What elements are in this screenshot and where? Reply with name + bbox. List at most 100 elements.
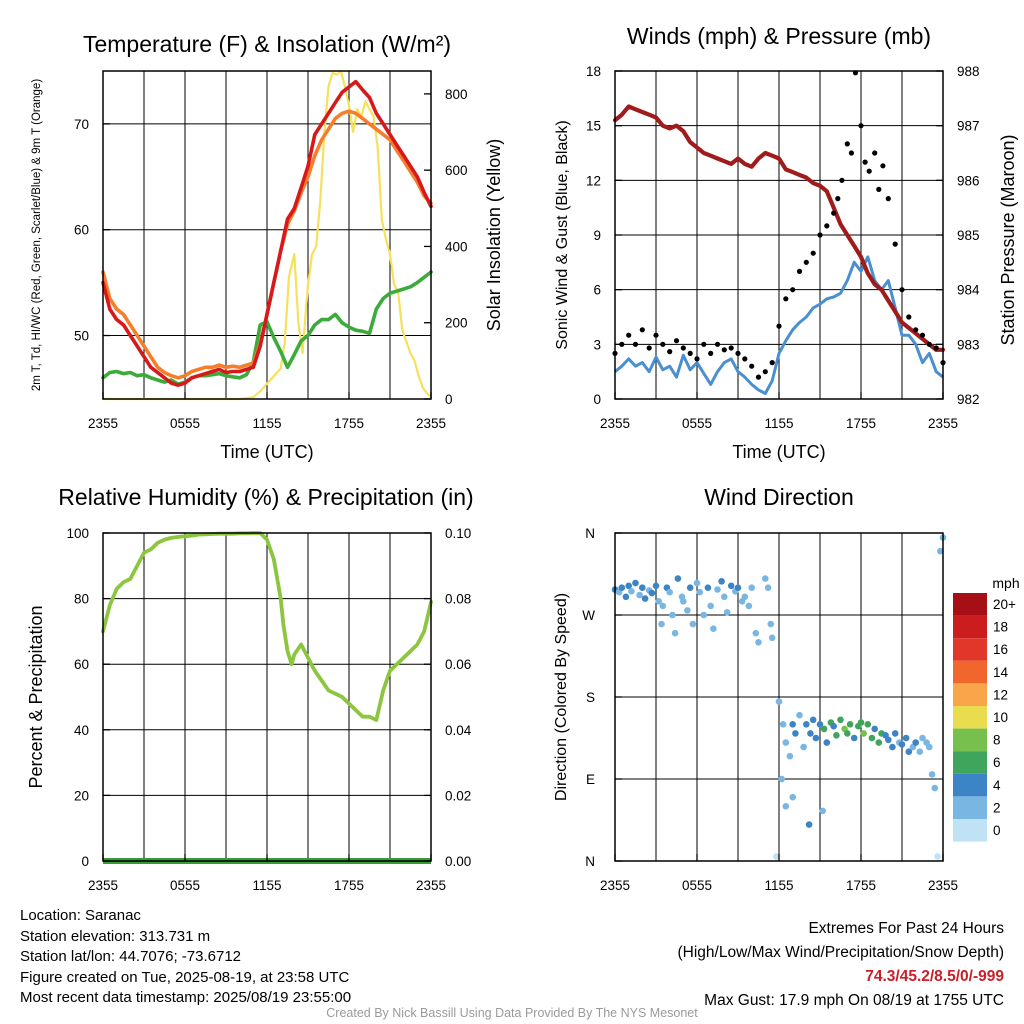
direction-point	[689, 620, 697, 628]
direction-point	[680, 598, 687, 605]
direction-point	[745, 602, 753, 610]
gust-point	[687, 350, 693, 356]
legend-swatch	[953, 638, 987, 661]
series-line-sonic-wind	[614, 255, 944, 395]
direction-point	[669, 611, 676, 619]
gust-point	[673, 338, 680, 344]
x-tick-label: 1155	[764, 416, 793, 431]
winds-panel: Winds (mph) & Pressure (mb) 2355 0555 1155…	[554, 23, 1018, 462]
direction-point	[686, 584, 694, 591]
pressure-ylabel: Station Pressure (Maroon)	[998, 134, 1018, 345]
x-tick-label: 2355	[416, 416, 446, 431]
direction-point	[812, 734, 820, 742]
y2-tick-label: 0.08	[445, 592, 471, 607]
temperature-ticks: 2355 0555 1155 1755 2355 50 60 70 0 200 400 600 800	[74, 87, 468, 431]
direction-point	[632, 579, 639, 587]
humidity-ylabel: Percent & Precipitation	[26, 605, 46, 788]
gust-point	[839, 177, 845, 183]
y2-tick-label: 984	[957, 283, 980, 298]
winds-ylabel: Sonic Wind & Gust (Blue, Black)	[554, 120, 571, 349]
gust-point	[848, 150, 855, 156]
direction-point	[864, 721, 872, 728]
y-tick-label: 0	[593, 392, 601, 407]
direction-point	[778, 775, 785, 783]
direction-point	[773, 853, 780, 860]
legend-label: 4	[993, 778, 1001, 793]
direction-point	[796, 711, 803, 719]
direction-panel: Wind Direction 2355 0555 1155 1755 2355 N E S W N…	[553, 484, 1020, 893]
gust-point	[749, 363, 755, 369]
x-tick-label: 1755	[334, 416, 364, 431]
y-tick-label: 20	[74, 788, 89, 803]
y-tick-label: N	[585, 854, 595, 869]
direction-point	[741, 593, 749, 601]
figure-created: Figure created on Tue, 2025-08-19, at 23…	[20, 968, 350, 986]
direction-point	[809, 716, 817, 724]
direction-point	[658, 620, 665, 628]
gust-point	[824, 223, 830, 229]
direction-point	[789, 793, 796, 801]
humidity-ticks: 2355 0555 1155 1755 2355 0 20 40 60 80 100 0.00 0.02…	[66, 526, 471, 893]
station-location: Location: Saranac	[20, 907, 141, 924]
max-gust: Max Gust: 17.9 mph On 08/19 at 1755 UTC	[704, 992, 1004, 1009]
gust-point	[892, 241, 898, 247]
gust-point	[790, 287, 796, 293]
direction-ticks: 2355 0555 1155 1755 2355 N E S W N	[582, 526, 958, 893]
temperature-grid	[103, 71, 431, 399]
temperature-title: Temperature (F) & Insolation (W/m²)	[83, 31, 451, 57]
gust-point	[735, 350, 741, 356]
legend-swatch	[953, 728, 987, 752]
direction-point	[792, 730, 799, 737]
y-tick-label: E	[586, 772, 595, 787]
direction-point	[937, 547, 944, 555]
gust-point	[742, 356, 748, 362]
direction-point	[819, 807, 826, 815]
legend-label: 2	[993, 800, 1001, 815]
y2-tick-label: 987	[957, 119, 980, 134]
direction-point	[833, 732, 840, 739]
direction-point	[928, 771, 936, 778]
y-tick-label: W	[582, 608, 595, 623]
gust-point	[667, 349, 673, 355]
direction-point	[807, 730, 814, 737]
temperature-panel: Temperature (F) & Insolation (W/m²) 2355…	[31, 31, 504, 462]
direction-point	[727, 582, 735, 590]
gust-point	[632, 341, 639, 347]
y-tick-label: 50	[74, 329, 89, 344]
x-tick-label: 2355	[600, 416, 630, 431]
gust-point	[728, 345, 734, 351]
gust-point	[762, 369, 768, 375]
extremes-title: Extremes For Past 24 Hours	[808, 920, 1004, 937]
y2-tick-label: 988	[957, 64, 980, 79]
y-tick-label: 80	[74, 592, 89, 607]
direction-point	[860, 730, 867, 737]
extremes-values: 74.3/45.2/8.5/0/-999	[865, 968, 1004, 985]
gust-point	[694, 356, 700, 362]
y-tick-label: 0	[81, 854, 89, 869]
x-tick-label: 0555	[170, 416, 200, 431]
gust-point	[872, 150, 878, 156]
y2-tick-label: 200	[445, 316, 468, 331]
direction-series	[611, 534, 947, 860]
winds-series	[612, 70, 946, 395]
direction-point	[622, 593, 630, 601]
y-tick-label: N	[585, 526, 595, 541]
gust-point	[653, 332, 659, 338]
series-line-2m-t	[101, 79, 433, 387]
x-tick-label: 1155	[764, 878, 793, 893]
direction-point	[820, 725, 828, 733]
gust-point	[708, 350, 714, 356]
x-tick-label: 0555	[170, 878, 200, 893]
direction-point	[889, 743, 896, 751]
extremes-subtitle: (High/Low/Max Wind/Precipitation/Snow De…	[677, 944, 1005, 961]
direction-point	[693, 579, 701, 587]
x-tick-label: 0555	[682, 416, 712, 431]
x-tick-label: 2355	[88, 878, 118, 893]
gust-point	[866, 168, 872, 174]
direction-point	[707, 602, 714, 610]
legend-swatch	[953, 819, 987, 842]
direction-point	[898, 741, 906, 748]
legend-swatch	[953, 773, 987, 797]
gust-point	[880, 163, 886, 169]
direction-point	[789, 721, 796, 728]
